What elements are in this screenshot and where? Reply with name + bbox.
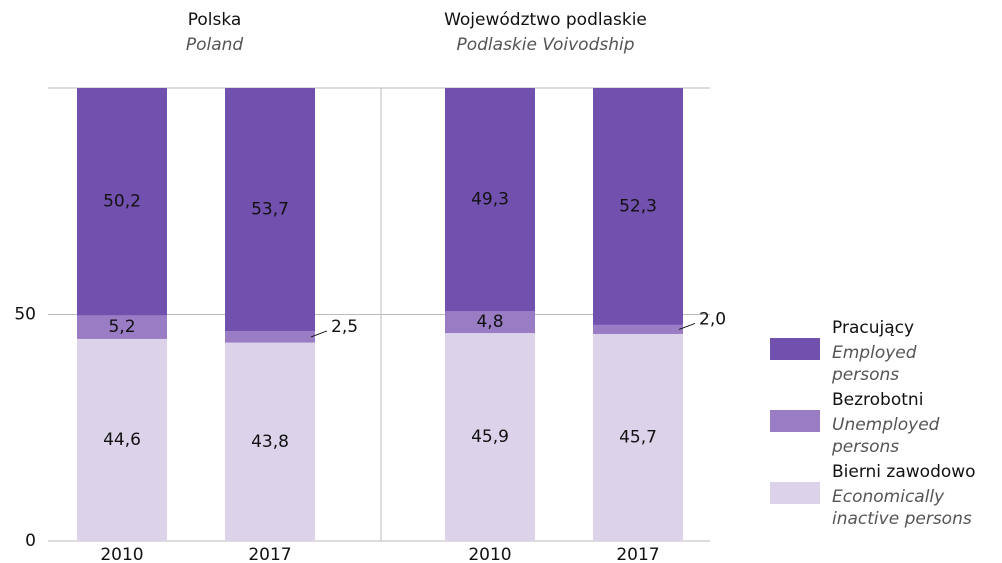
panel-title: Województwo podlaskie [444,10,647,30]
panel-subtitle: Poland [186,35,244,55]
y-tick-label: 50 [14,305,36,325]
legend-swatch [770,410,820,432]
bar-segment [593,333,683,541]
legend-item: Bierni zawodowo Economically inactive per… [770,462,1000,530]
x-tick-label: 2010 [468,545,511,563]
bar-segment [225,88,315,332]
value-label: 52,3 [619,196,657,216]
value-label: 44,6 [103,430,141,450]
value-label: 2,0 [699,309,726,329]
bar-segment [445,88,535,312]
value-label: 45,7 [619,427,657,447]
leader-line [310,330,328,338]
value-label: 50,2 [103,192,141,212]
x-tick-label: 2017 [248,545,291,563]
legend-label-en: Unemployed persons [832,415,940,457]
leader-line [678,322,696,330]
legend-label: Bierni zawodowo [832,462,976,482]
bar-segment [77,315,167,339]
value-label: 43,8 [251,432,289,452]
legend-label-en: Economically inactive persons [832,487,972,529]
y-tick-label: 0 [25,531,36,551]
bar-segment [445,311,535,334]
panel-title: Polska [188,10,242,30]
panel-subtitle: Podlaskie Voivodship [456,35,634,55]
legend-item: Bezrobotni Unemployed persons [770,390,1000,458]
legend-item: Pracujący Employed persons [770,318,1000,386]
bar-segment [77,338,167,541]
legend-swatch [770,482,820,504]
legend-swatch [770,338,820,360]
legend-label: Pracujący [832,318,915,338]
value-label: 49,3 [471,190,509,210]
value-label: 53,7 [251,200,289,220]
value-label: 2,5 [331,317,358,337]
value-label: 4,8 [476,312,503,332]
bar-segment [225,331,315,343]
x-tick-label: 2017 [616,545,659,563]
bar-segment [593,88,683,325]
legend-label-en: Employed persons [832,343,917,385]
bar-segment [77,88,167,316]
x-tick-label: 2010 [100,545,143,563]
bar-segment [593,324,683,334]
bar-segment [225,342,315,541]
bar-segment [445,333,535,541]
legend-label: Bezrobotni [832,390,924,410]
value-label: 45,9 [471,427,509,447]
value-label: 5,2 [108,317,135,337]
legend: Pracujący Employed persons Bezrobotni Unemp… [770,318,1000,534]
